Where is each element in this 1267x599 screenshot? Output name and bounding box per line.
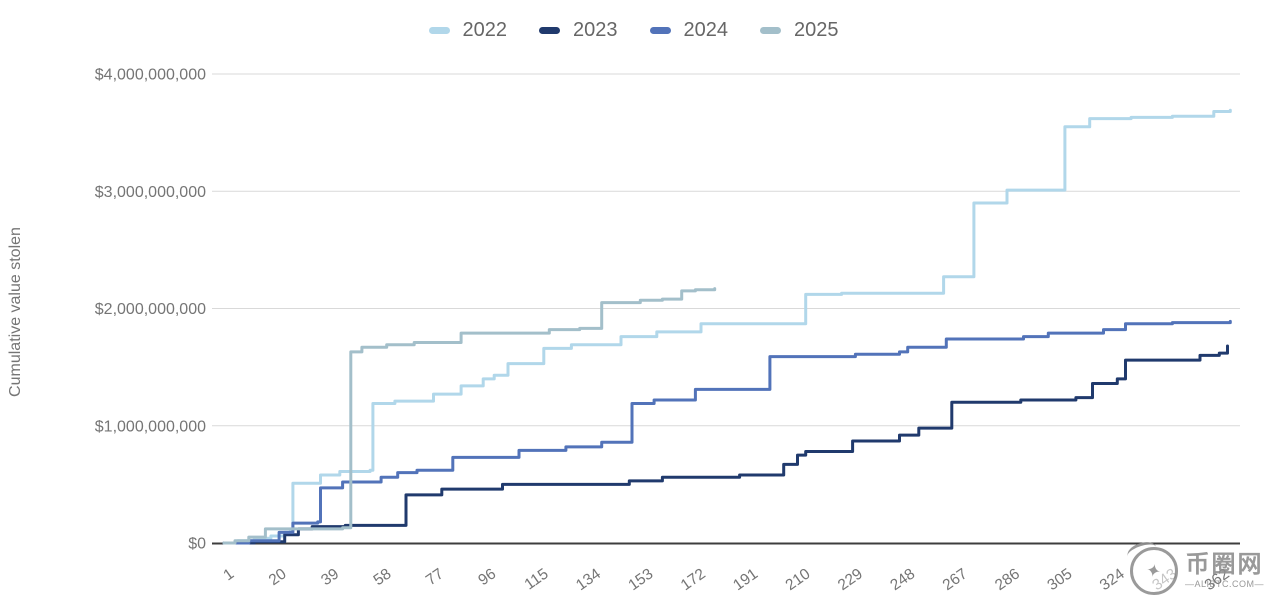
x-axis-label: 172 xyxy=(678,565,709,594)
legend-item-2025: 2025 xyxy=(760,20,839,40)
y-axis-label: $4,000,000,000 xyxy=(95,67,206,84)
x-axis-label: 134 xyxy=(573,565,604,594)
series-line-2024 xyxy=(222,319,1232,545)
legend-item-2023: 2023 xyxy=(539,20,618,40)
x-axis-label: 96 xyxy=(475,565,499,589)
legend-label: 2024 xyxy=(683,19,729,41)
x-axis-label: 210 xyxy=(783,565,814,594)
x-axis-label: 324 xyxy=(1097,565,1128,594)
y-axis-label: $1,000,000,000 xyxy=(95,418,206,435)
legend-label: 2022 xyxy=(462,19,508,41)
watermark-star-icon: ✦ xyxy=(1144,559,1164,583)
x-axis-label: 115 xyxy=(522,565,552,593)
x-axis-label: 248 xyxy=(887,565,918,594)
legend-item-2024: 2024 xyxy=(649,19,729,41)
legend-swatch-2022 xyxy=(428,26,450,34)
x-axis-label: 58 xyxy=(371,565,395,589)
chart-legend: 2022 2023 2024 2025 xyxy=(0,20,1267,40)
series-line-2025 xyxy=(222,287,717,545)
x-axis-label: 286 xyxy=(992,565,1023,594)
x-axis-label: 20 xyxy=(266,565,290,589)
x-axis-label: 77 xyxy=(423,565,447,589)
x-axis-label: 153 xyxy=(625,565,656,594)
series-line-2023 xyxy=(222,344,1229,545)
legend-swatch-2025 xyxy=(760,26,781,34)
x-axis-label: 229 xyxy=(835,565,866,594)
legend-label: 2023 xyxy=(573,19,618,41)
y-axis-label: $2,000,000,000 xyxy=(95,301,206,318)
legend-swatch-2023 xyxy=(539,26,560,34)
x-axis-label: 267 xyxy=(940,565,971,594)
watermark-site-name: 币圈网 xyxy=(1185,551,1264,578)
x-axis-label: 305 xyxy=(1044,565,1075,594)
x-axis-label: 1 xyxy=(220,565,237,584)
watermark: ✦ 币圈网 —ALIBTC.COM— xyxy=(1129,547,1264,595)
y-axis-label: $0 xyxy=(188,536,206,553)
legend-swatch-2024 xyxy=(649,26,671,34)
legend-item-2022: 2022 xyxy=(428,19,508,41)
watermark-coin-logo-icon: ✦ xyxy=(1129,547,1178,595)
legend-label: 2025 xyxy=(794,19,839,41)
x-axis-label: 39 xyxy=(318,565,342,589)
watermark-domain: —ALIBTC.COM— xyxy=(1184,579,1264,589)
x-axis-label: 191 xyxy=(730,565,761,594)
y-axis-label: $3,000,000,000 xyxy=(95,184,206,201)
